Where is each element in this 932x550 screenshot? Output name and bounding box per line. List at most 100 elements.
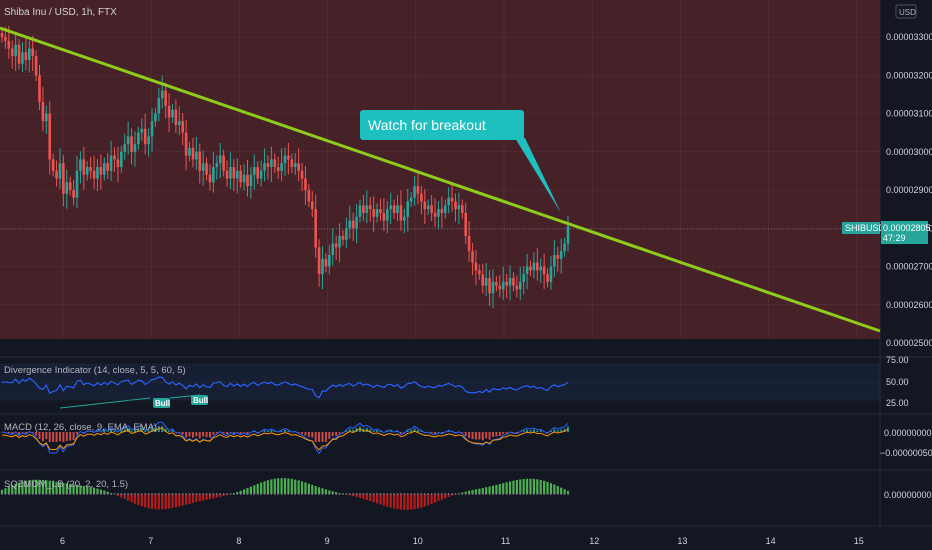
macd-bar — [185, 432, 188, 438]
macd-bar — [331, 432, 334, 437]
sqzmom-bar — [515, 479, 518, 494]
sqzmom-bar — [512, 480, 515, 494]
sqzmom-bar — [331, 491, 334, 494]
sqzmom-dot — [72, 493, 75, 495]
macd-bar — [546, 432, 549, 433]
candle-body — [41, 102, 45, 122]
sqzmom-bar — [297, 480, 300, 494]
macd-bar — [536, 430, 539, 432]
sqzmom-dot — [243, 493, 245, 495]
candle-body — [242, 174, 246, 183]
candle-body — [82, 159, 86, 175]
candle-body — [137, 132, 140, 145]
sqzmom-dot — [212, 493, 215, 495]
sqzmom-dot — [253, 493, 256, 495]
candle-body — [164, 90, 167, 106]
candle-body — [218, 155, 222, 164]
sqzmom-bar — [58, 482, 62, 494]
sqzmom-bar — [222, 494, 225, 497]
sqzmom-bar — [140, 494, 143, 507]
sqzmom-bar — [38, 479, 41, 494]
sqzmom-bar — [440, 494, 443, 500]
sqzmom-bar — [277, 478, 280, 494]
annotation-callout[interactable]: Watch for breakout — [360, 110, 561, 213]
sqzmom-dot — [522, 493, 525, 495]
sqzmom-dot — [99, 493, 102, 495]
macd-bar — [461, 432, 464, 433]
sqzmom-bar — [191, 494, 195, 503]
sqzmom-bar — [447, 494, 450, 497]
sqzmom-dot — [62, 493, 65, 495]
y-tick-label: 0.00002700 — [886, 262, 932, 272]
x-tick-label: 8 — [236, 536, 241, 546]
sqzmom-bar — [508, 481, 512, 494]
candle-body — [426, 205, 430, 210]
sqzmom-dot — [475, 493, 477, 495]
candle-body — [525, 266, 529, 275]
macd-tick-zero: 0.00000000 — [884, 428, 932, 438]
sqzmom-dot — [488, 493, 491, 495]
currency-button-box — [895, 4, 917, 19]
candle-body — [99, 167, 103, 175]
sqzmom-bar — [137, 494, 140, 506]
sqzmom-bar — [389, 494, 392, 508]
candle-body — [290, 159, 294, 168]
macd-indicator-label[interactable]: MACD (12, 26, close, 9, EMA, EMA) — [4, 422, 157, 433]
sqzmom-dot — [437, 493, 440, 495]
macd-bar — [35, 432, 38, 436]
sqzmom-dot — [113, 493, 116, 495]
candle-body — [385, 209, 389, 221]
sqzmom-dot — [232, 493, 235, 495]
sqzmom-dot — [277, 493, 280, 495]
sqzmom-dot — [495, 493, 498, 495]
sqzmom-dot — [529, 493, 532, 495]
macd-bar — [140, 428, 143, 432]
candle-body — [14, 44, 17, 57]
sqzmom-bar — [300, 481, 304, 494]
candle-body — [403, 216, 406, 221]
sqzmom-bar — [283, 478, 287, 494]
sqzmom-bar — [488, 486, 491, 494]
candle-body — [4, 37, 7, 41]
currency-button[interactable]: USD — [895, 4, 917, 19]
candle-body — [85, 167, 89, 175]
candle-body — [65, 182, 69, 194]
candle-body — [21, 52, 24, 64]
trendline[interactable] — [0, 26, 881, 333]
macd-bar — [389, 430, 392, 432]
sqzmom-bar — [355, 494, 358, 498]
sqzmom-dot — [229, 493, 232, 495]
candle-body — [498, 285, 502, 290]
sqzmom-bar — [52, 481, 55, 494]
sqzmom-bar — [242, 489, 246, 494]
candle-body — [310, 201, 314, 210]
sqzmom-bar — [185, 494, 188, 505]
sqzmom-dot — [376, 493, 378, 495]
sqzmom-bar — [45, 480, 48, 494]
macd-bar — [539, 430, 542, 432]
candle-body — [109, 155, 113, 171]
sqzmom-indicator-label[interactable]: SQZMOM_LB (20, 2, 20, 1.5) — [4, 479, 128, 490]
sqzmom-bar — [123, 494, 126, 500]
macd-bar — [96, 430, 99, 432]
sqzmom-dot — [301, 493, 303, 495]
sqzmom-dot — [342, 493, 344, 495]
sqzmom-bar — [157, 494, 160, 510]
right-axis-bg — [880, 0, 932, 526]
macd-bar — [379, 431, 382, 432]
candle-body — [27, 48, 31, 60]
candle-body — [48, 113, 52, 160]
sqzmom-dot — [294, 493, 297, 495]
macd-bar — [495, 432, 498, 437]
candle-body — [201, 163, 205, 171]
sqzmom-dot — [485, 493, 488, 495]
sqzmom-bar — [543, 480, 546, 494]
macd-bar — [280, 430, 283, 432]
macd-bar — [410, 429, 413, 432]
sqzmom-dot — [38, 493, 41, 495]
rsi-indicator-label[interactable]: Divergence Indicator (14, close, 5, 5, 6… — [4, 365, 186, 376]
sqzmom-bar — [399, 494, 403, 510]
candle-body — [495, 281, 498, 286]
candle-body — [440, 209, 444, 213]
